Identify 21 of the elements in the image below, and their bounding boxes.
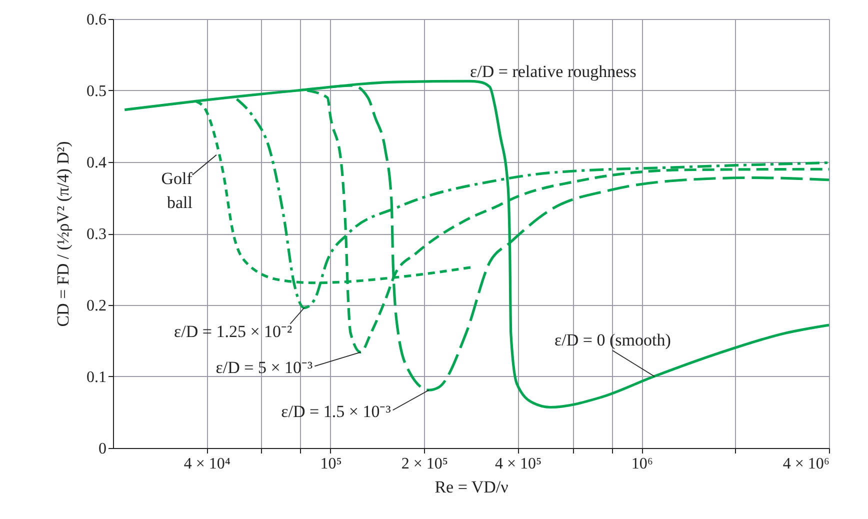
x-axis-title: Re = VD/ν [434, 478, 509, 496]
y-axis-title: CD = FD / (½ρV² (π/4) D²) [54, 141, 72, 327]
y-tick-label: 0.5 [86, 83, 106, 100]
annotation: ε/D = 1.25 × 10⁻² [174, 322, 292, 341]
y-tick-label: 0.1 [86, 369, 106, 386]
y-tick-label: 0.2 [86, 298, 106, 314]
x-tick-label: 10⁵ [320, 456, 342, 472]
annotation: ε/D = 5 × 10⁻³ [216, 358, 313, 378]
x-tick-label: 10⁶ [631, 456, 653, 472]
x-tick-label: 4 × 10⁶ [782, 456, 830, 472]
x-tick-label: 2 × 10⁵ [401, 456, 448, 472]
x-tick-label: 4 × 10⁴ [184, 456, 231, 472]
annotation: ε/D = relative roughness [470, 62, 636, 81]
annotation: Golf ball [161, 168, 193, 212]
y-tick-label: 0.3 [86, 226, 106, 243]
y-tick-label: 0 [98, 440, 106, 458]
y-tick-label: 0.4 [86, 154, 106, 172]
x-tick-label: 4 × 10⁵ [495, 456, 542, 472]
y-tick-label: 0.6 [86, 12, 106, 28]
annotation: ε/D = 1.5 × 10⁻³ [281, 402, 391, 422]
annotation: ε/D = 0 (smooth) [554, 330, 671, 350]
